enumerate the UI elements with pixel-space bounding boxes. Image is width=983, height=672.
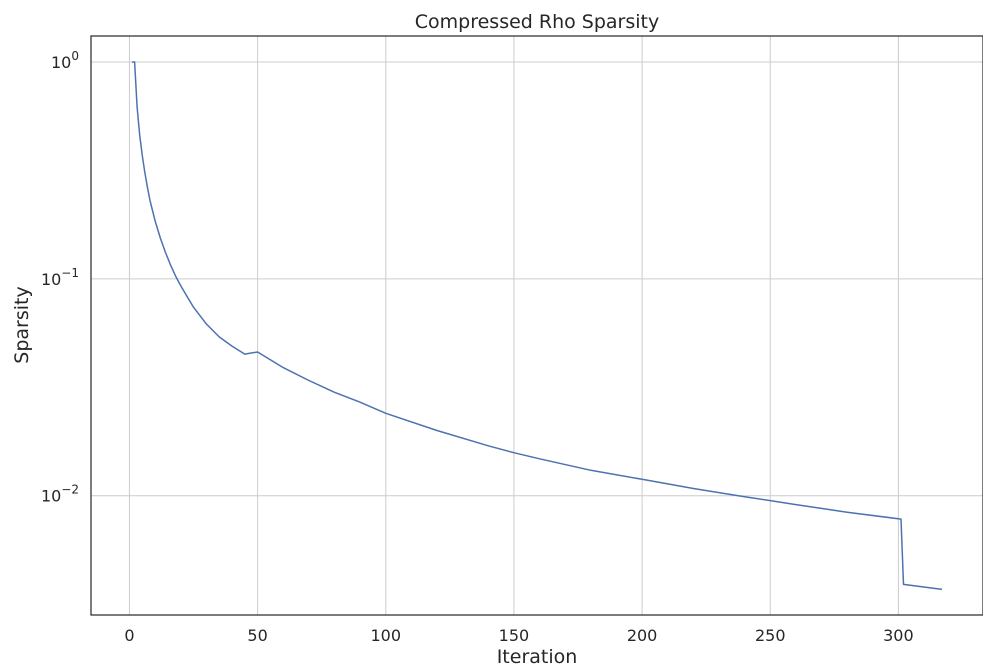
x-tick-label: 250 <box>755 626 786 645</box>
y-tick-label: 100 <box>51 49 79 72</box>
x-tick-label: 100 <box>370 626 401 645</box>
x-tick-label: 50 <box>247 626 267 645</box>
x-tick-label: 0 <box>124 626 134 645</box>
plot-frame <box>90 35 983 616</box>
y-tick-labels: 100 10−1 10−2 <box>41 49 79 506</box>
x-tick-label: 150 <box>499 626 530 645</box>
y-tick-label: 10−2 <box>41 483 79 506</box>
y-tick-label: 10−1 <box>41 266 79 289</box>
x-tick-label: 200 <box>627 626 658 645</box>
x-tick-labels: 0 50 100 150 200 250 300 <box>124 626 913 645</box>
series-group <box>132 61 943 591</box>
series-line <box>132 61 943 591</box>
y-axis-label: Sparsity <box>11 286 33 363</box>
x-axis-label: Iteration <box>497 646 578 668</box>
grid-lines <box>91 36 983 615</box>
x-tick-label: 300 <box>883 626 914 645</box>
chart-title: Compressed Rho Sparsity <box>415 11 660 33</box>
